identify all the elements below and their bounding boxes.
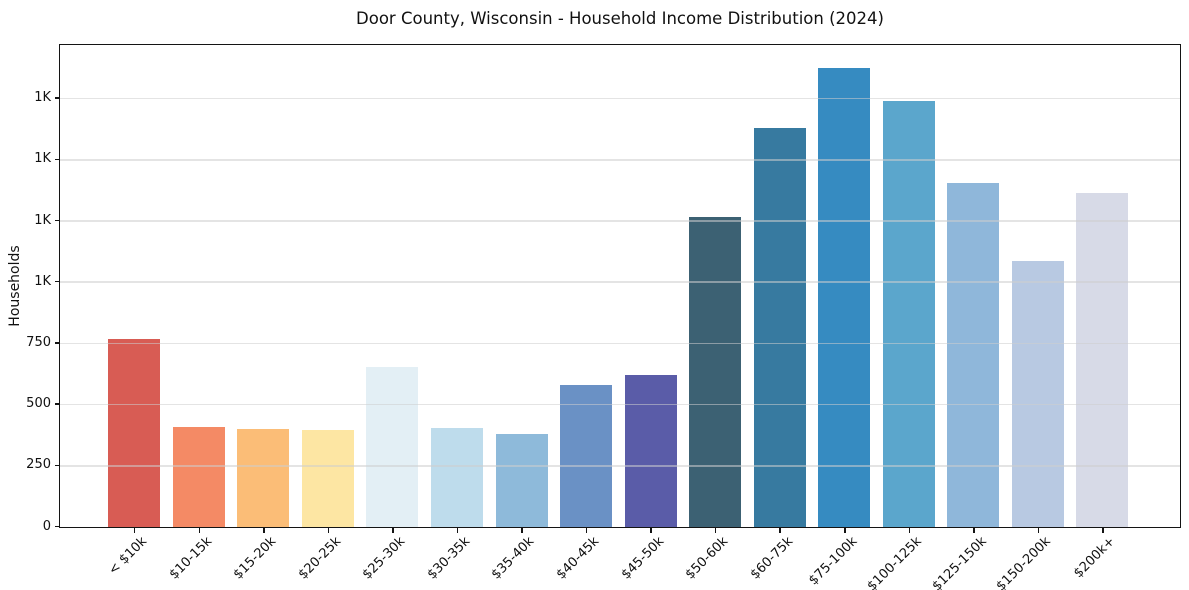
x-tick-label: $30-35k xyxy=(424,534,474,583)
x-tick-label: $20-25k xyxy=(295,534,344,583)
x-tick-label: $45-50k xyxy=(618,534,667,583)
x-tick-mark xyxy=(908,528,911,533)
x-tick-mark xyxy=(456,528,459,533)
x-tick-mark xyxy=(585,528,588,533)
plot-area xyxy=(59,44,1181,528)
bar-$40-45k xyxy=(560,385,613,527)
bar-$20-25k xyxy=(301,430,354,527)
x-tick-label: $75-100k xyxy=(806,534,861,589)
gridline xyxy=(60,97,1180,100)
y-tick-mark xyxy=(54,219,59,222)
x-tick-mark xyxy=(1102,528,1104,533)
x-tick-mark xyxy=(327,528,330,533)
x-tick-label: $100-125k xyxy=(864,534,925,590)
x-tick-mark xyxy=(521,528,523,533)
x-tick-label: $15-20k xyxy=(230,534,280,583)
y-tick-mark xyxy=(54,97,59,99)
bar-$60-75k xyxy=(753,128,806,527)
y-tick-label: 1K xyxy=(34,151,51,167)
y-tick-label: 1K xyxy=(34,90,51,106)
bar-$100-125k xyxy=(882,101,935,527)
x-tick-mark xyxy=(650,528,652,533)
bar-< $10k xyxy=(108,338,161,527)
x-tick-label: $50-60k xyxy=(682,534,732,583)
bar-$35-40k xyxy=(495,433,548,527)
bar-$10-15k xyxy=(172,426,225,527)
x-tick-label: $150-200k xyxy=(993,534,1055,590)
x-tick-mark xyxy=(198,528,200,533)
x-tick-mark xyxy=(392,528,394,533)
bar-$45-50k xyxy=(624,375,677,527)
gridline xyxy=(60,281,1180,283)
x-tick-mark xyxy=(263,528,265,533)
x-tick-label: $200k+ xyxy=(1071,534,1119,582)
x-tick-label: $35-40k xyxy=(489,534,538,583)
x-tick-mark xyxy=(133,528,136,533)
x-tick-mark xyxy=(779,528,781,533)
bar-$25-30k xyxy=(366,366,419,527)
y-tick-mark xyxy=(54,464,59,467)
y-tick-mark xyxy=(54,342,59,344)
x-tick-label: $25-30k xyxy=(360,534,409,583)
y-tick-label: 1K xyxy=(34,212,51,228)
gridline xyxy=(60,159,1180,161)
x-tick-mark xyxy=(844,528,846,533)
y-tick-mark xyxy=(54,403,59,405)
y-tick-label: 500 xyxy=(26,396,51,412)
gridline xyxy=(60,342,1180,345)
bar-$125-150k xyxy=(947,183,1000,527)
y-tick-mark xyxy=(54,525,59,528)
x-tick-mark xyxy=(973,528,975,533)
x-tick-label: $60-75k xyxy=(747,534,796,583)
bar-$15-20k xyxy=(237,429,290,527)
chart-title: Door County, Wisconsin - Household Incom… xyxy=(356,9,884,28)
y-tick-mark xyxy=(54,158,59,161)
x-tick-label: $125-150k xyxy=(929,534,990,590)
x-tick-mark xyxy=(1037,528,1040,533)
x-tick-mark xyxy=(714,528,717,533)
x-tick-label: < $10k xyxy=(106,534,151,579)
bar-$50-60k xyxy=(689,217,742,527)
x-tick-label: $10-15k xyxy=(166,534,215,583)
bar-$30-35k xyxy=(430,427,483,527)
x-tick-label: $40-45k xyxy=(553,534,603,583)
gridline xyxy=(60,465,1180,467)
bar-$75-100k xyxy=(818,68,871,527)
y-tick-label: 750 xyxy=(26,334,51,350)
y-tick-mark xyxy=(54,280,59,283)
gridline xyxy=(60,220,1180,222)
gridline xyxy=(60,403,1180,406)
y-tick-label: 1K xyxy=(34,273,51,289)
bar-$200k+ xyxy=(1076,192,1129,527)
y-tick-label: 0 xyxy=(42,518,51,534)
y-tick-label: 250 xyxy=(26,457,51,473)
bar-$150-200k xyxy=(1011,261,1064,527)
